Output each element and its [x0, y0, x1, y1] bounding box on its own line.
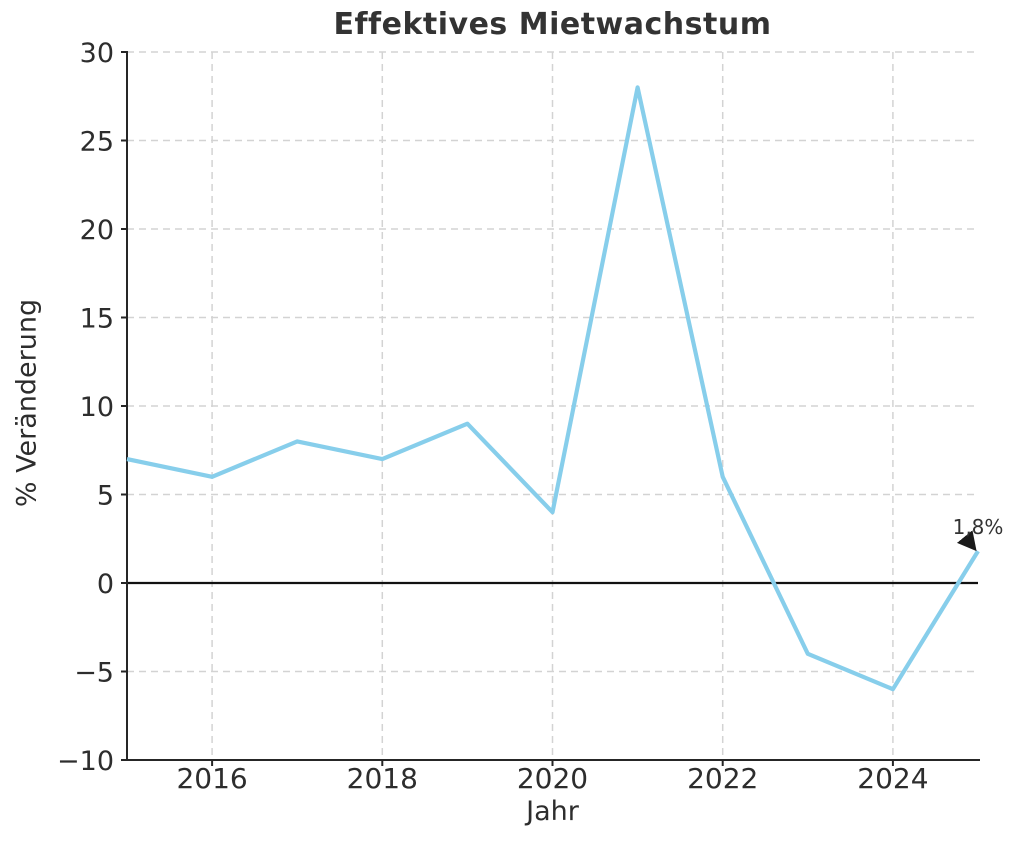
y-tick-label: 0	[97, 569, 114, 600]
chart-title: Effektives Mietwachstum	[333, 7, 772, 42]
y-tick-label: −10	[57, 746, 114, 777]
data-line	[126, 85, 980, 692]
annotation-arrow	[956, 530, 977, 552]
y-tick-label: 25	[80, 127, 114, 158]
x-tick-label: 2024	[857, 762, 928, 795]
x-tick-label: 2018	[347, 762, 418, 795]
y-tick-label: −5	[74, 658, 114, 689]
x-tick-label: 2020	[517, 762, 588, 795]
y-tick-label: 20	[80, 215, 114, 246]
y-tick-label: 15	[80, 304, 114, 335]
x-tick-label: 2022	[687, 762, 758, 795]
annotation-text: 1,8%	[953, 515, 1004, 539]
y-tick-label: 10	[80, 392, 114, 423]
x-axis-label: Jahr	[526, 796, 579, 827]
x-tick-label: 2016	[176, 762, 247, 795]
y-tick-label: 30	[80, 38, 114, 69]
y-tick-label: 5	[97, 481, 114, 512]
